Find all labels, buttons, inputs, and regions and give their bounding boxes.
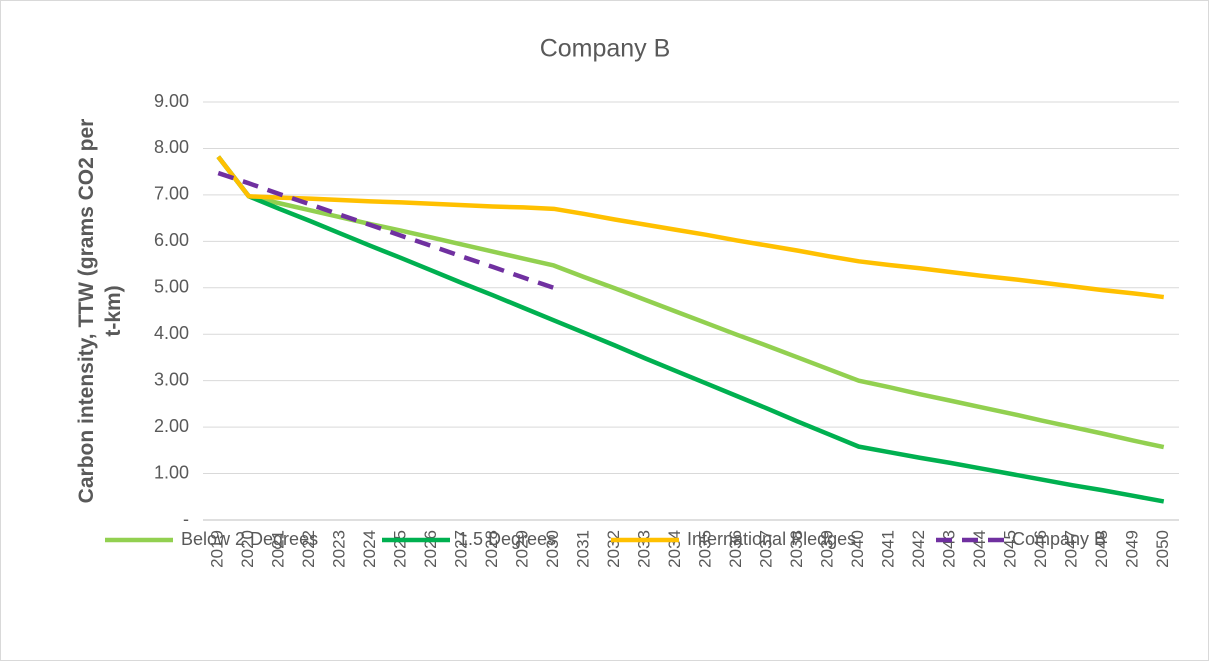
y-tick-label: 5.00 xyxy=(154,277,189,297)
x-tick-label: 2022 xyxy=(299,530,318,568)
x-tick-label: 2021 xyxy=(269,530,288,568)
x-tick-label: 2044 xyxy=(970,530,989,568)
x-tick-label: 2032 xyxy=(604,530,623,568)
legend-label: Below 2 Degrees xyxy=(181,529,318,549)
x-tick-label: 2036 xyxy=(726,530,745,568)
x-tick-label: 2041 xyxy=(879,530,898,568)
y-tick-label: 4.00 xyxy=(154,323,189,343)
x-tick-label: 2029 xyxy=(513,530,532,568)
x-tick-label: 2043 xyxy=(940,530,959,568)
y-tick-label: 3.00 xyxy=(154,369,189,389)
x-tick-label: 2031 xyxy=(574,530,593,568)
y-tick-label: 2.00 xyxy=(154,416,189,436)
y-tick-label: 7.00 xyxy=(154,184,189,204)
legend-label: 1.5 Degrees xyxy=(458,529,556,549)
x-tick-label: 2025 xyxy=(391,530,410,568)
x-tick-label: 2037 xyxy=(757,530,776,568)
line-series xyxy=(217,170,555,290)
x-tick-label: 2027 xyxy=(452,530,471,568)
x-tick-label: 2024 xyxy=(360,530,379,568)
y-tick-label: 6.00 xyxy=(154,230,189,250)
x-tick-label: 2042 xyxy=(909,530,928,568)
y-tick-label: 1.00 xyxy=(154,462,189,482)
legend-label: Company B xyxy=(1012,529,1106,549)
x-tick-label: 2046 xyxy=(1031,530,1050,568)
y-axis-label: Carbon intensity, TTW (grams CO2 per t-k… xyxy=(75,118,125,504)
x-tick-label: 2026 xyxy=(421,530,440,568)
chart-title: Company B xyxy=(540,35,671,63)
x-tick-label: 2039 xyxy=(818,530,837,568)
x-tick-label: 2040 xyxy=(848,530,867,568)
x-tick-label: 2047 xyxy=(1062,530,1081,568)
legend-label: International Pledges xyxy=(687,529,856,549)
x-tick-label: 2035 xyxy=(696,530,715,568)
x-tick-label: 2028 xyxy=(482,530,501,568)
x-tick-label: 2033 xyxy=(635,530,654,568)
x-tick-label: 2020 xyxy=(238,530,257,568)
x-tick-label: 2048 xyxy=(1092,530,1111,568)
x-tick-label: 2023 xyxy=(330,530,349,568)
y-tick-label: 9.00 xyxy=(154,91,189,111)
x-tick-label: 2019 xyxy=(208,530,227,568)
y-tick-label: - xyxy=(183,509,189,529)
x-tick-label: 2030 xyxy=(543,530,562,568)
line-series xyxy=(216,155,1165,300)
x-tick-label: 2034 xyxy=(665,530,684,568)
line-series xyxy=(216,155,1165,504)
x-tick-label: 2038 xyxy=(787,530,806,568)
x-tick-label: 2049 xyxy=(1123,530,1142,568)
y-tick-label: 8.00 xyxy=(154,137,189,157)
x-tick-label: 2050 xyxy=(1153,530,1172,568)
x-tick-label: 2045 xyxy=(1001,530,1020,568)
